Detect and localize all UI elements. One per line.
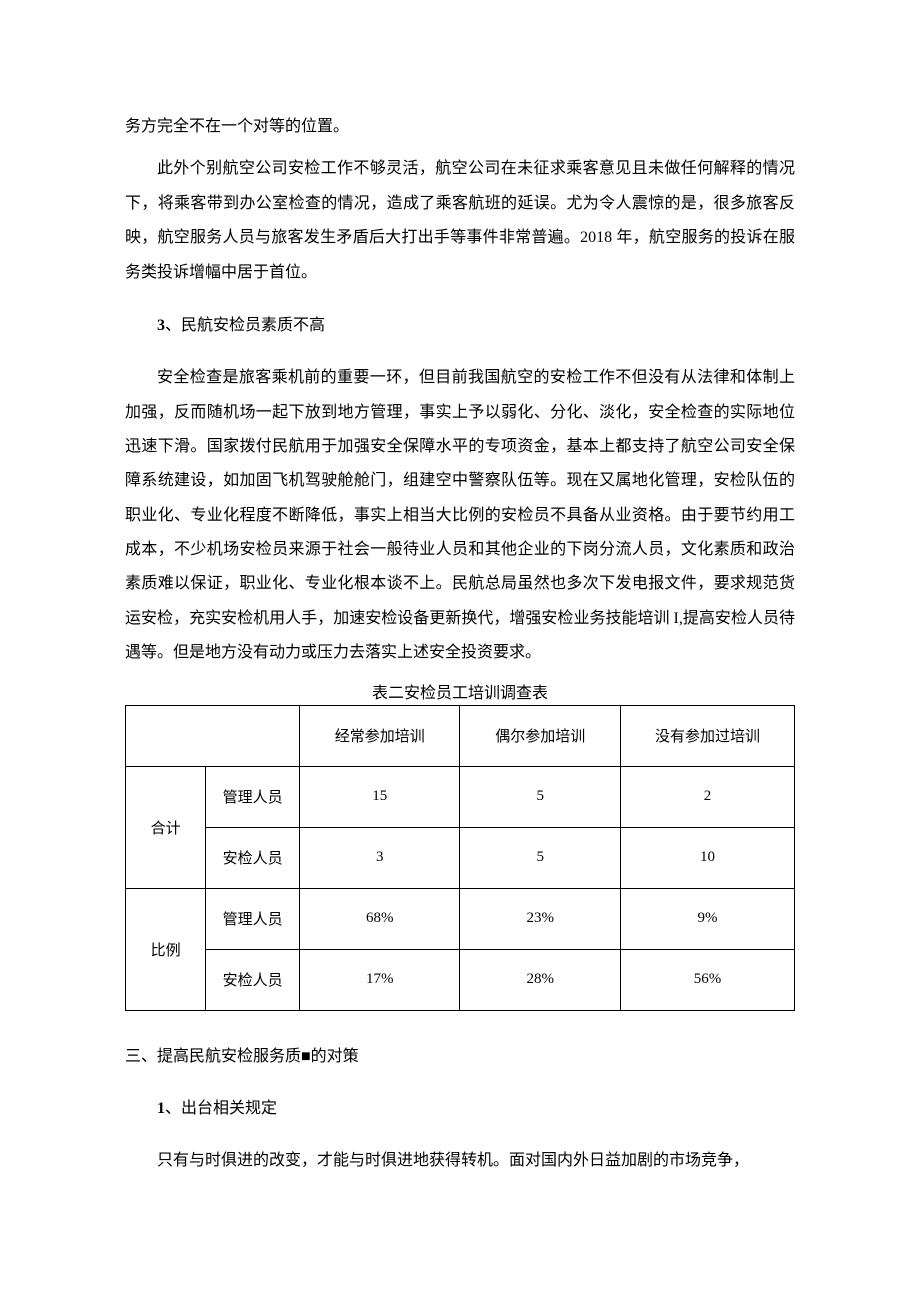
table-header-cell: 没有参加过培训 — [621, 705, 795, 766]
table-sub-cell: 安检人员 — [206, 949, 300, 1010]
table-cell: 68% — [299, 888, 460, 949]
sub-heading-number: 3 — [157, 317, 165, 334]
table-caption: 表二安检员工培训调查表 — [125, 679, 795, 703]
table-sub-cell: 管理人员 — [206, 888, 300, 949]
table-cell: 28% — [460, 949, 621, 1010]
body-paragraph: 只有与时俱进的改变，才能与时俱进地获得转机。面对国内外日益加剧的市场竞争， — [125, 1144, 795, 1178]
sub-heading-1: 1、出台相关规定 — [125, 1091, 795, 1126]
table-sub-cell: 安检人员 — [206, 827, 300, 888]
table-sub-cell: 管理人员 — [206, 766, 300, 827]
table-cell: 9% — [621, 888, 795, 949]
sub-heading-label: 、出台相关规定 — [165, 1100, 277, 1117]
training-survey-table: 经常参加培训 偶尔参加培训 没有参加过培训 合计 管理人员 15 5 2 安检人… — [125, 705, 795, 1011]
table-cell: 56% — [621, 949, 795, 1010]
table-cell: 5 — [460, 827, 621, 888]
sub-heading-number: 1 — [157, 1100, 165, 1117]
table-cell: 2 — [621, 766, 795, 827]
sub-heading-3: 3、民航安检员素质不高 — [125, 308, 795, 343]
body-paragraph: 务方完全不在一个对等的位置。 — [125, 110, 795, 144]
table-cell: 17% — [299, 949, 460, 1010]
table-cell: 15 — [299, 766, 460, 827]
table-row: 比例 管理人员 68% 23% 9% — [126, 888, 795, 949]
document-page: 务方完全不在一个对等的位置。 此外个别航空公司安检工作不够灵活，航空公司在未征求… — [0, 0, 920, 1266]
table-cell: 10 — [621, 827, 795, 888]
table-row: 安检人员 3 5 10 — [126, 827, 795, 888]
table-header-cell — [126, 705, 300, 766]
table-header-cell: 经常参加培训 — [299, 705, 460, 766]
table-header-cell: 偶尔参加培训 — [460, 705, 621, 766]
body-paragraph: 此外个别航空公司安检工作不够灵活，航空公司在未征求乘客意见且未做任何解释的情况下… — [125, 152, 795, 290]
body-paragraph: 安全检查是旅客乘机前的重要一环，但目前我国航空的安检工作不但没有从法律和体制上加… — [125, 361, 795, 671]
table-cell: 5 — [460, 766, 621, 827]
table-cell: 23% — [460, 888, 621, 949]
section-heading: 三、提高民航安检服务质■的对策 — [125, 1041, 795, 1073]
table-row: 安检人员 17% 28% 56% — [126, 949, 795, 1010]
table-cell: 3 — [299, 827, 460, 888]
table-header-row: 经常参加培训 偶尔参加培训 没有参加过培训 — [126, 705, 795, 766]
sub-heading-label: 、民航安检员素质不高 — [165, 317, 325, 334]
table-group-cell: 比例 — [126, 888, 206, 1010]
table-group-cell: 合计 — [126, 766, 206, 888]
table-row: 合计 管理人员 15 5 2 — [126, 766, 795, 827]
